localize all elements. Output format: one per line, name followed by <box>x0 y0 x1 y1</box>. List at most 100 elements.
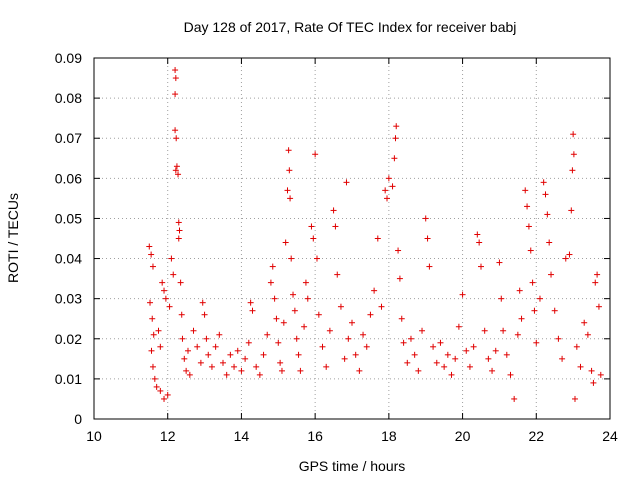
data-point <box>584 331 591 338</box>
data-point <box>155 327 162 334</box>
data-point <box>533 339 540 346</box>
data-point <box>147 299 154 306</box>
data-point <box>179 335 186 342</box>
data-point <box>389 183 396 190</box>
data-point <box>503 351 510 358</box>
data-point <box>441 363 448 370</box>
data-point <box>437 339 444 346</box>
data-point <box>573 343 580 350</box>
data-point <box>555 335 562 342</box>
data-point <box>164 391 171 398</box>
data-point <box>507 371 514 378</box>
data-point <box>424 235 431 242</box>
data-point <box>466 363 473 370</box>
data-point <box>183 367 190 374</box>
data-point <box>544 211 551 218</box>
data-point <box>540 179 547 186</box>
data-point <box>315 311 322 318</box>
data-point <box>345 335 352 342</box>
data-point <box>173 135 180 142</box>
data-point <box>396 275 403 282</box>
data-point <box>569 167 576 174</box>
y-tick-label: 0.08 <box>55 90 82 106</box>
data-point <box>302 279 309 286</box>
data-point <box>382 187 389 194</box>
data-point <box>227 351 234 358</box>
x-axis-title: GPS time / hours <box>299 458 406 474</box>
data-point <box>498 295 505 302</box>
data-point <box>392 135 399 142</box>
data-point <box>149 315 156 322</box>
data-point <box>349 319 355 326</box>
data-point <box>161 395 168 402</box>
data-point <box>415 367 422 374</box>
x-tick-label: 14 <box>234 428 250 444</box>
data-point <box>522 187 529 194</box>
data-point <box>172 91 179 98</box>
data-point <box>273 315 280 322</box>
data-point <box>371 287 378 294</box>
data-point <box>319 343 326 350</box>
data-point <box>400 339 407 346</box>
y-tick-label: 0.09 <box>55 50 82 66</box>
x-tick-label: 10 <box>86 428 102 444</box>
data-point <box>448 371 455 378</box>
data-point <box>516 287 523 294</box>
data-point <box>175 171 182 178</box>
data-point <box>310 235 317 242</box>
data-point <box>529 279 536 286</box>
data-point <box>287 195 294 202</box>
data-point <box>542 191 549 198</box>
data-point <box>474 231 481 238</box>
data-point <box>293 335 300 342</box>
data-point <box>285 147 292 154</box>
data-point <box>570 131 577 138</box>
data-point <box>411 351 418 358</box>
data-point <box>184 347 191 354</box>
data-point <box>149 263 156 270</box>
y-tick-label: 0.01 <box>55 371 82 387</box>
data-point <box>444 351 451 358</box>
data-point <box>419 327 426 334</box>
x-tick-label: 12 <box>160 428 176 444</box>
data-point <box>566 251 573 258</box>
data-point <box>186 371 193 378</box>
data-point <box>595 303 602 310</box>
data-point <box>148 251 155 258</box>
data-point <box>197 359 204 366</box>
data-point <box>166 303 173 310</box>
data-point <box>367 311 374 318</box>
data-point <box>295 351 302 358</box>
data-point <box>201 311 208 318</box>
x-tick-label: 16 <box>307 428 323 444</box>
data-point <box>172 67 179 74</box>
x-tick-label: 22 <box>528 428 544 444</box>
data-point <box>170 271 177 278</box>
data-point <box>326 327 333 334</box>
data-point <box>334 271 341 278</box>
data-point <box>548 271 555 278</box>
y-tick-label: 0.02 <box>55 331 82 347</box>
data-point <box>277 359 284 366</box>
data-point <box>177 279 184 286</box>
data-point <box>332 223 339 230</box>
data-point <box>356 367 363 374</box>
data-point <box>308 223 315 230</box>
data-point <box>275 339 282 346</box>
data-point <box>514 331 521 338</box>
data-point <box>162 295 169 302</box>
data-point <box>398 315 405 322</box>
data-point <box>148 347 155 354</box>
data-point <box>253 363 260 370</box>
data-point <box>343 179 350 186</box>
data-point <box>536 295 543 302</box>
data-point <box>452 355 459 362</box>
data-points <box>146 67 604 402</box>
data-point <box>151 375 158 382</box>
data-point <box>384 195 391 202</box>
data-point <box>478 263 484 270</box>
data-point <box>286 167 293 174</box>
data-point <box>570 151 577 158</box>
